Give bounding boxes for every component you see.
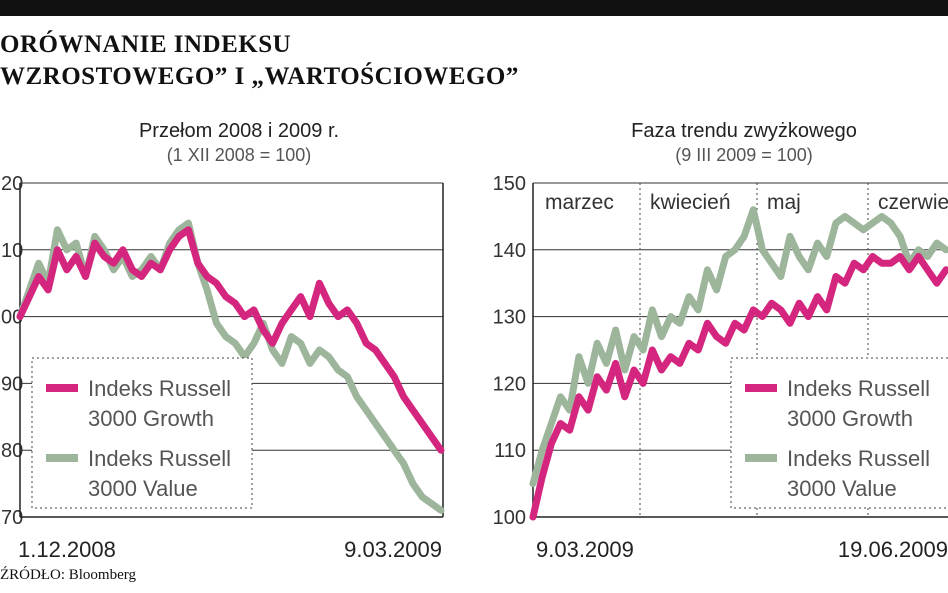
legend-box bbox=[730, 357, 948, 509]
y-tick-label: 10 bbox=[1, 240, 23, 262]
y-tick-label: 100 bbox=[493, 507, 526, 529]
legend-label: 3000 Growth bbox=[88, 406, 214, 431]
series-line-growth bbox=[529, 253, 948, 521]
source-note: ŹRÓDŁO: Bloomberg bbox=[0, 567, 136, 583]
right-chart-title-wrap: Faza trendu zwyżkowego (9 III 2009 = 100… bbox=[490, 120, 948, 166]
left-chart-title-wrap: Przełom 2008 i 2009 r. (1 XII 2008 = 100… bbox=[0, 120, 448, 166]
y-tick-label: 90 bbox=[1, 373, 23, 395]
right-chart: 100 110 120 130 140 150 marzec kwiecień maj czerw… bbox=[493, 173, 948, 562]
legend-label: Indeks Russell bbox=[787, 446, 930, 471]
legend-label: Indeks Russell bbox=[787, 376, 930, 401]
top-bar bbox=[0, 0, 948, 16]
legend-label: 3000 Growth bbox=[787, 406, 913, 431]
x-end-label: 19.06.2009 bbox=[838, 537, 948, 562]
legend-label: Indeks Russell bbox=[88, 376, 231, 401]
right-chart-subtitle: (9 III 2009 = 100) bbox=[675, 145, 813, 165]
headline-line-1: ORÓWNANIE INDEKSU bbox=[0, 31, 292, 58]
month-label: czerwiec bbox=[878, 191, 948, 214]
y-tick-label: 150 bbox=[493, 173, 526, 195]
y-tick-label: 120 bbox=[493, 373, 526, 395]
series-line-value bbox=[529, 206, 948, 488]
right-chart-title: Faza trendu zwyżkowego bbox=[631, 120, 857, 142]
legend-box bbox=[31, 357, 253, 509]
left-chart-title: Przełom 2008 i 2009 r. bbox=[138, 120, 340, 142]
month-label: marzec bbox=[545, 191, 614, 214]
y-tick-label: 140 bbox=[493, 240, 526, 262]
y-tick-label: 110 bbox=[494, 440, 526, 462]
y-tick-label: 00 bbox=[1, 307, 23, 329]
y-tick-label: 130 bbox=[493, 307, 526, 329]
x-end-label: 9.03.2009 bbox=[344, 537, 442, 562]
legend-label: 3000 Value bbox=[88, 476, 198, 501]
month-label: maj bbox=[767, 191, 801, 214]
y-tick-label: 80 bbox=[1, 440, 23, 462]
y-tick-label: 20 bbox=[1, 173, 23, 195]
legend-label: Indeks Russell bbox=[88, 446, 231, 471]
month-label: kwiecień bbox=[650, 191, 731, 214]
x-start-label: 9.03.2009 bbox=[536, 537, 634, 562]
headline-line-2: WZROSTOWEGO” I „WARTOŚCIOWEGO” bbox=[0, 63, 519, 90]
left-chart: 70 80 90 00 10 20 Indeks Russell 3000 Growth Ind… bbox=[1, 173, 445, 562]
y-tick-label: 70 bbox=[1, 507, 23, 529]
x-start-label: 1.12.2008 bbox=[18, 537, 116, 562]
series-line-growth bbox=[16, 226, 445, 454]
legend-label: 3000 Value bbox=[787, 476, 897, 501]
left-chart-subtitle: (1 XII 2008 = 100) bbox=[166, 145, 312, 165]
